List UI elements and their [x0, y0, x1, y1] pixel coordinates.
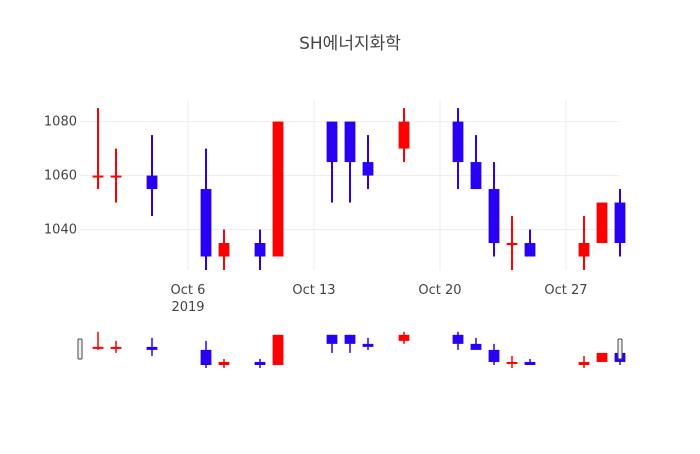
candle[interactable] — [110, 148, 122, 203]
slider-candle — [398, 331, 410, 344]
x-tick-label: Oct 20 — [418, 283, 461, 298]
candle[interactable] — [146, 135, 158, 217]
range-slider[interactable] — [77, 331, 626, 368]
candle[interactable] — [452, 108, 464, 190]
candle-body — [470, 162, 482, 190]
candle[interactable] — [92, 108, 104, 190]
x-tick-label: Oct 27 — [544, 283, 587, 298]
candle-body — [506, 243, 518, 246]
candle-body — [254, 243, 266, 257]
candle[interactable] — [344, 121, 356, 203]
slider-candle — [344, 334, 356, 353]
slider-candle — [470, 337, 482, 350]
slider-candle — [254, 358, 266, 368]
candle[interactable] — [506, 216, 518, 270]
candle[interactable] — [362, 135, 374, 190]
candle[interactable] — [254, 229, 266, 270]
candle-body — [362, 162, 374, 176]
candle-body — [218, 243, 230, 257]
x-tick-year-label: 2019 — [171, 300, 204, 315]
candle-body — [146, 175, 158, 190]
candle-body — [452, 121, 464, 163]
slider-candle — [524, 358, 536, 365]
candle-body — [578, 243, 590, 257]
candle-body — [524, 243, 536, 257]
axes: 1040 1060 1080 Oct 6 2019 Oct 13 Oct 20 Oct 27 — [44, 115, 588, 315]
candle-body — [326, 121, 338, 163]
candle[interactable] — [200, 148, 212, 270]
candle-body — [488, 189, 500, 244]
slider-candle — [362, 337, 374, 350]
candle-body — [200, 189, 212, 257]
slider-candle — [110, 340, 122, 353]
candle[interactable] — [524, 229, 536, 257]
slider-left-handle[interactable] — [77, 338, 83, 360]
candle[interactable] — [614, 189, 626, 257]
y-tick-label: 1060 — [44, 169, 77, 184]
candle-body — [272, 121, 284, 257]
slider-candle — [506, 355, 518, 368]
x-tick-label: Oct 13 — [292, 283, 335, 298]
slider-right-handle[interactable] — [617, 338, 623, 360]
slider-candle — [452, 331, 464, 350]
candle[interactable] — [470, 135, 482, 190]
candle[interactable] — [398, 108, 410, 163]
slider-candle — [578, 355, 590, 368]
candle-body — [596, 202, 608, 244]
slider-candle — [146, 337, 158, 356]
slider-candle — [596, 352, 608, 362]
slider-candle — [92, 331, 104, 350]
chart-title: SH에너지화학 — [299, 34, 401, 54]
x-tick-label: Oct 6 — [171, 283, 206, 298]
slider-candle — [488, 343, 500, 365]
candle-body — [614, 202, 626, 244]
slider-candle — [218, 358, 230, 368]
candle[interactable] — [578, 216, 590, 270]
candle-body — [92, 175, 104, 178]
candle[interactable] — [218, 229, 230, 270]
candle-body — [398, 121, 410, 149]
candle-body — [110, 175, 122, 178]
slider-candle — [272, 334, 284, 365]
slider-candle — [326, 334, 338, 353]
candle[interactable] — [326, 121, 338, 203]
candle[interactable] — [596, 202, 608, 244]
y-tick-label: 1080 — [44, 115, 77, 130]
candle[interactable] — [272, 121, 284, 257]
candles[interactable] — [92, 108, 626, 270]
slider-candle — [200, 340, 212, 368]
y-tick-label: 1040 — [44, 223, 77, 238]
candle-body — [344, 121, 356, 163]
candle[interactable] — [488, 162, 500, 257]
